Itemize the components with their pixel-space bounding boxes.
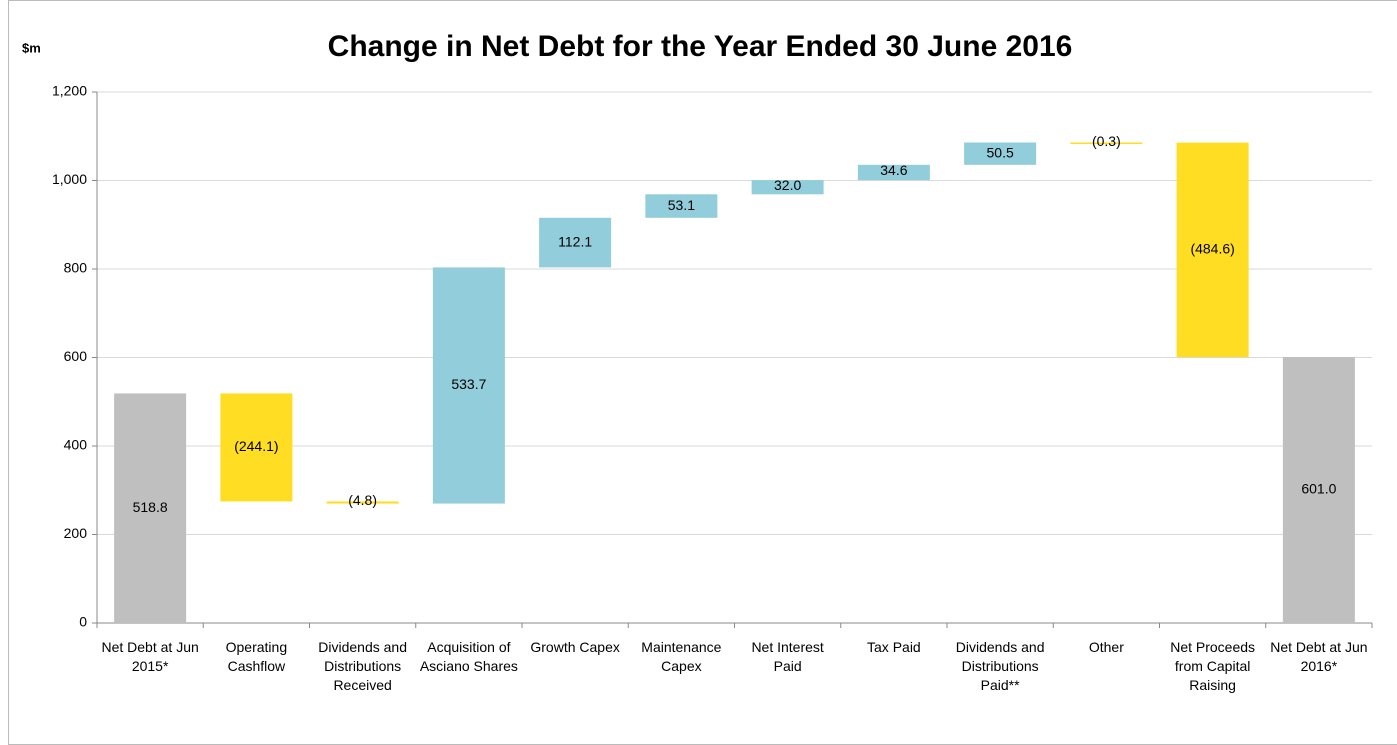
- bar: [751, 180, 824, 195]
- y-axis-label: $m: [22, 40, 41, 55]
- value-label: 112.1: [558, 233, 592, 249]
- bar: [645, 194, 718, 218]
- y-tick-label: 1,200: [52, 83, 87, 99]
- value-label: 50.5: [987, 144, 1014, 160]
- x-tick-label: Maintenance Capex: [641, 639, 722, 674]
- bar: [432, 267, 505, 504]
- x-tick-label: Other: [1088, 639, 1124, 655]
- x-tick-label: Net Debt at Jun 2016*: [1270, 639, 1368, 674]
- bar: [220, 393, 293, 502]
- value-label: 32.0: [774, 177, 801, 193]
- x-tick-label: Acquisition of Asciano Shares: [419, 639, 518, 674]
- bar: [1176, 142, 1249, 358]
- value-label: 533.7: [451, 376, 486, 392]
- x-tick-label: Net Debt at Jun 2015*: [101, 639, 199, 674]
- bar: [114, 393, 187, 623]
- bar: [964, 142, 1037, 165]
- value-label: (0.3): [1092, 133, 1121, 149]
- y-tick-label: 0: [79, 614, 87, 630]
- value-label: (244.1): [234, 438, 278, 454]
- x-tick-label: Net Interest Paid: [751, 639, 824, 674]
- x-tick-label: Net Proceeds from Capital Raising: [1170, 639, 1256, 693]
- bar: [326, 501, 399, 504]
- value-label: (4.8): [348, 492, 377, 508]
- bar: [1070, 142, 1143, 144]
- x-tick-label: Dividends and Distributions Paid**: [955, 639, 1045, 693]
- bar: [539, 217, 612, 268]
- y-tick-label: 200: [64, 525, 88, 541]
- value-label: 53.1: [668, 197, 695, 213]
- bar: [857, 164, 930, 181]
- bar: [1282, 357, 1355, 623]
- x-tick-label: Dividends and Distributions Received: [318, 639, 407, 693]
- value-label: 601.0: [1301, 481, 1336, 497]
- y-tick-label: 600: [64, 348, 88, 364]
- chart-title: Change in Net Debt for the Year Ended 30…: [328, 30, 1073, 63]
- x-tick-label: Operating Cashflow: [225, 639, 288, 674]
- value-label: (484.6): [1190, 241, 1234, 257]
- y-tick-label: 1,000: [52, 171, 87, 187]
- x-tick-label: Growth Capex: [530, 639, 620, 655]
- y-tick-label: 400: [64, 437, 88, 453]
- value-label: 34.6: [880, 162, 907, 178]
- x-tick-label: Tax Paid: [867, 639, 921, 655]
- y-tick-label: 800: [64, 260, 88, 276]
- value-label: 518.8: [133, 499, 168, 515]
- chart-border: [8, 0, 1397, 745]
